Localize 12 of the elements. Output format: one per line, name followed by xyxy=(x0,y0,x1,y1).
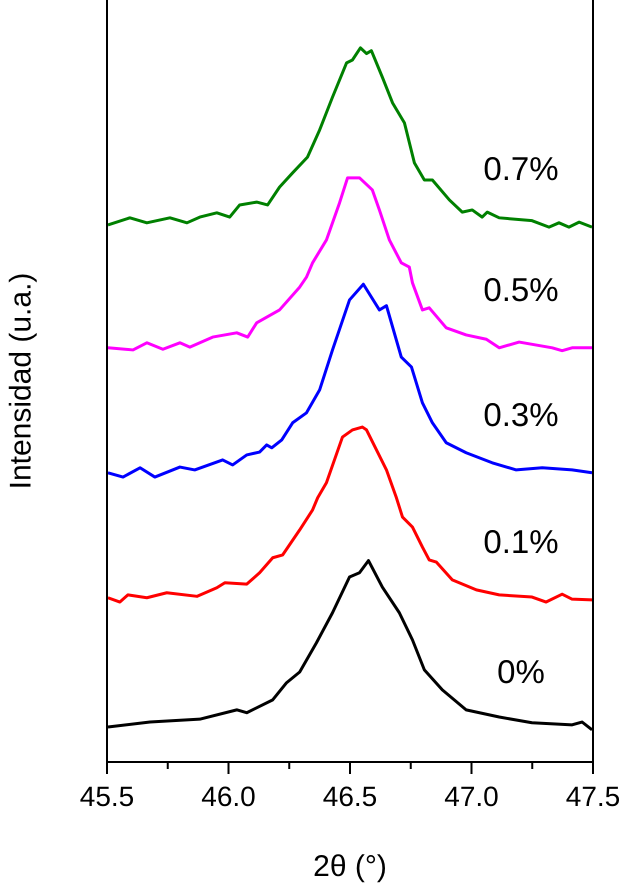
x-axis-title: 2θ (°) xyxy=(313,850,387,883)
series-label: 0.7% xyxy=(483,150,559,188)
x-tick-label: 46.5 xyxy=(322,781,378,812)
series-label: 0.5% xyxy=(483,270,559,308)
x-tick-label: 46.0 xyxy=(201,781,256,812)
series-label: 0% xyxy=(497,652,545,690)
x-tick-label: 47.5 xyxy=(566,781,620,812)
series-label: 0.3% xyxy=(483,396,559,433)
series-label: 0.1% xyxy=(483,522,559,560)
x-tick-label: 45.5 xyxy=(80,781,134,812)
x-tick-label: 47.0 xyxy=(444,781,499,812)
y-axis-title: Intensidad (u.a.) xyxy=(4,272,38,490)
